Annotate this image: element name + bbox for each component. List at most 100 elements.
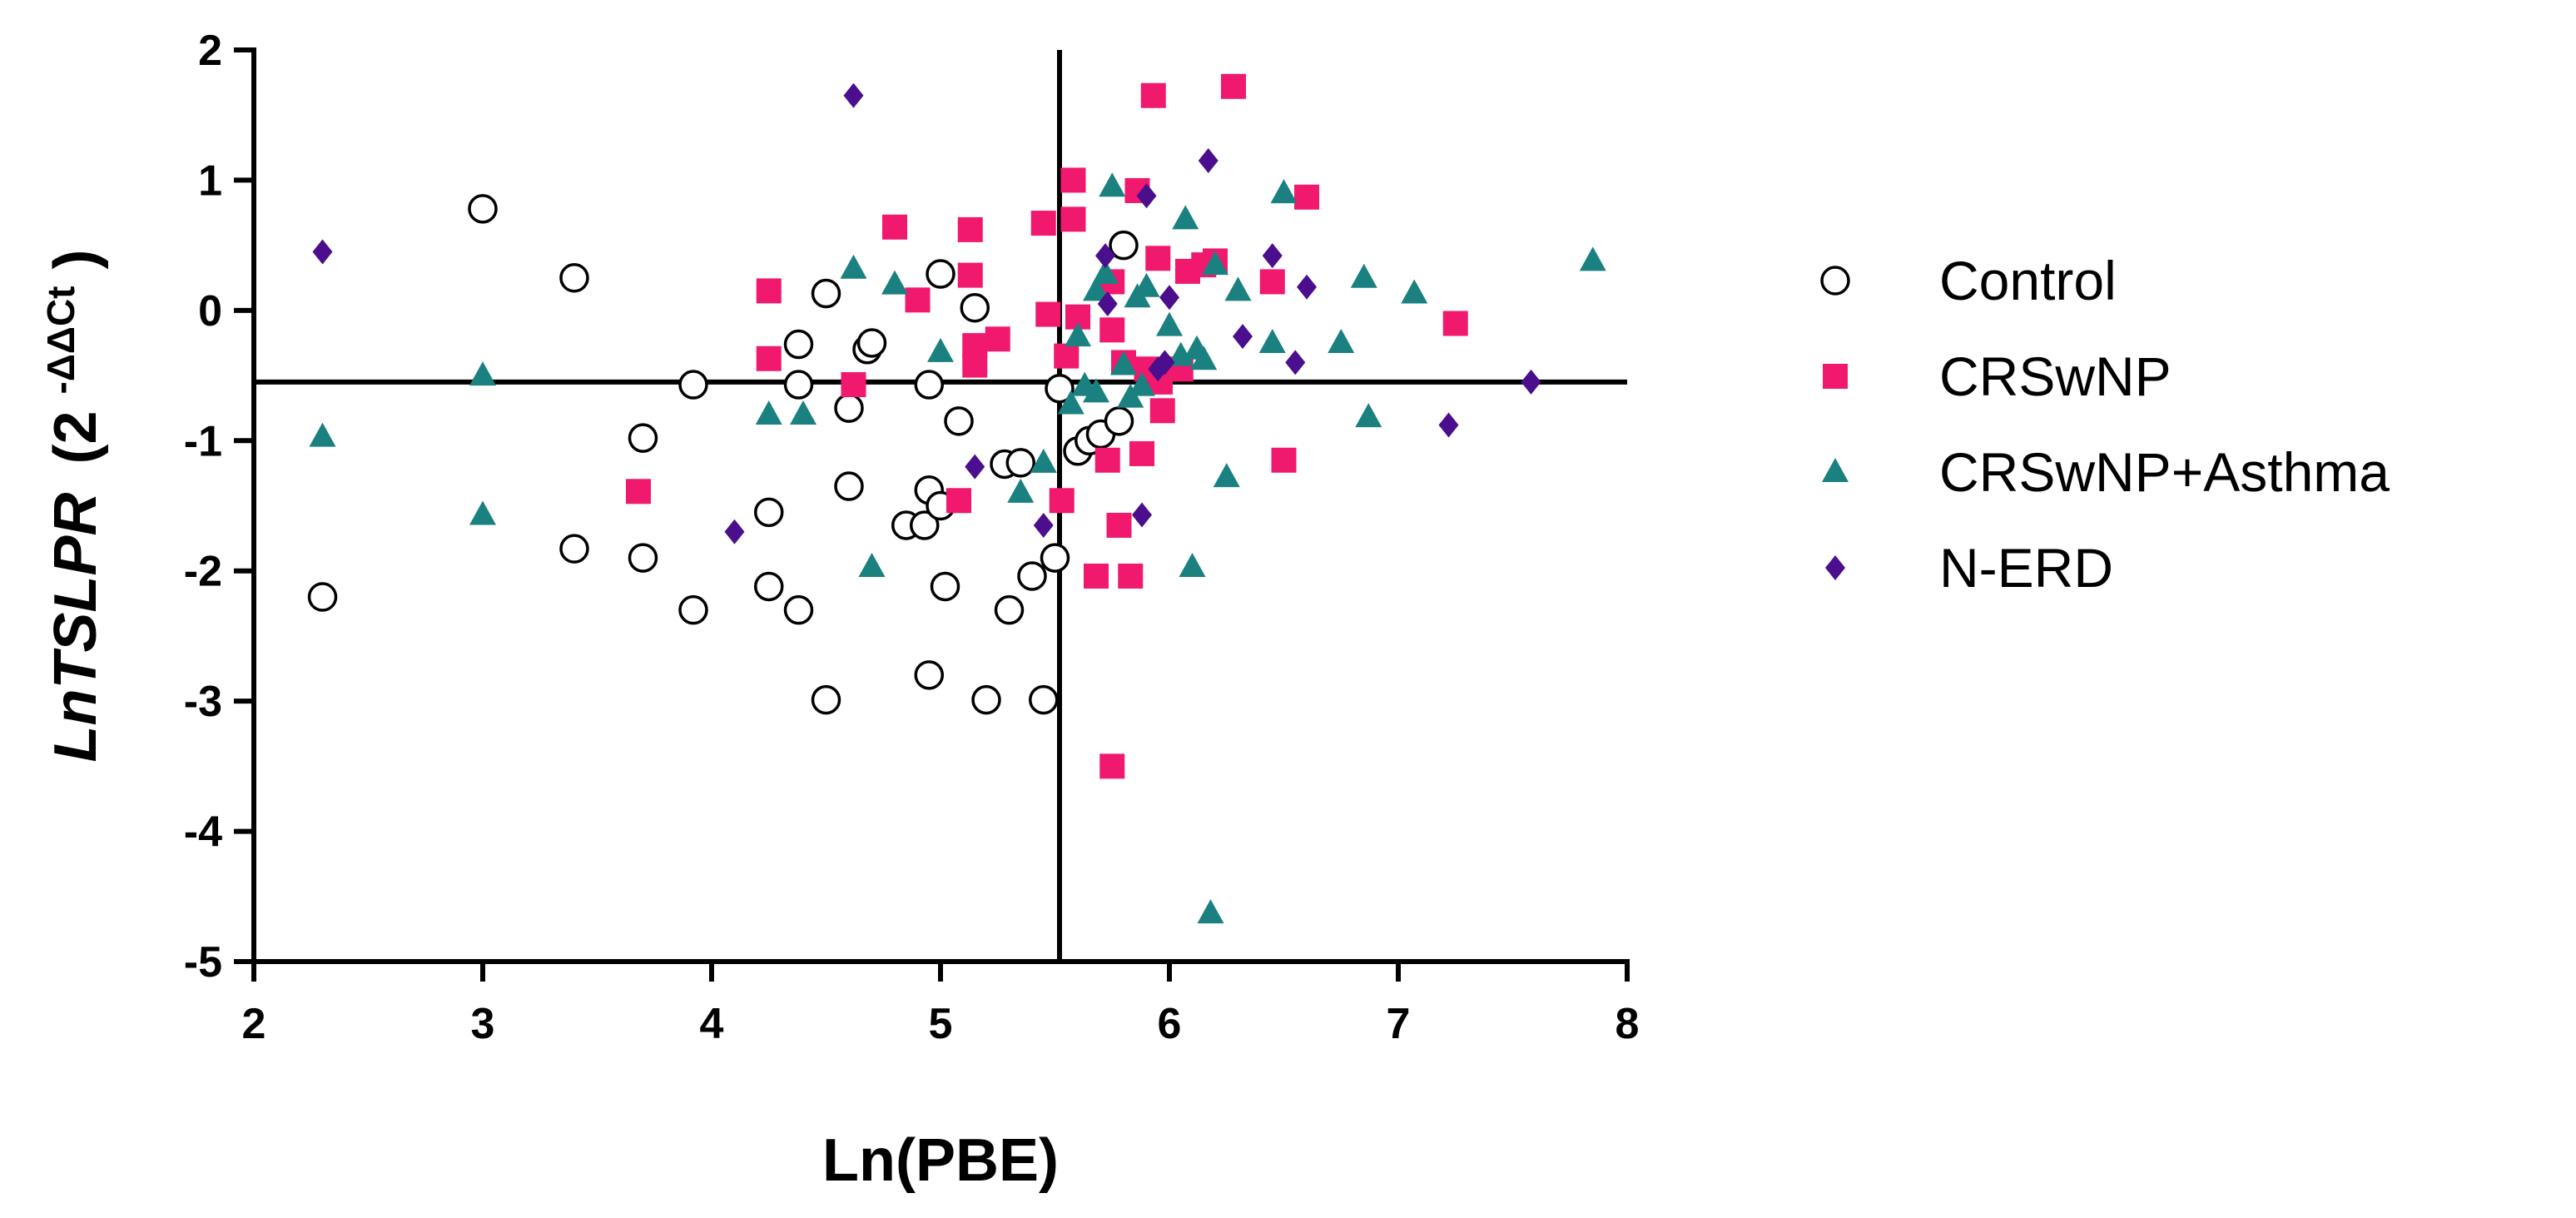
point-crswnp [1106, 512, 1132, 538]
legend-label-crswnp-asthma: CRSwNP+Asthma [1939, 441, 2390, 503]
point-n-erd [1095, 243, 1115, 269]
legend-label-control: Control [1939, 250, 2117, 311]
point-crswnp [1060, 206, 1086, 232]
point-crswnp-asthma [1129, 371, 1155, 396]
point-control [834, 471, 864, 501]
point-crswnp-asthma [1172, 205, 1199, 230]
point-crswnp [1221, 73, 1246, 99]
point-crswnp [626, 479, 651, 505]
legend: Control CRSwNP CRSwNP+Asthma N-ERD [1820, 250, 2390, 599]
point-n-erd [1233, 324, 1253, 350]
series-crswnp [626, 73, 1468, 779]
point-control [1017, 561, 1047, 591]
point-crswnp-asthma [1065, 322, 1091, 347]
point-crswnp-asthma [469, 361, 496, 386]
point-crswnp-asthma [1270, 179, 1298, 204]
series-n-erd [312, 82, 1541, 544]
point-crswnp-asthma [1190, 346, 1218, 370]
x-tick-label: 6 [1158, 1000, 1182, 1048]
y-tick-label: 2 [198, 27, 222, 75]
point-crswnp-asthma [1156, 311, 1183, 336]
point-control [783, 329, 814, 360]
point-crswnp-asthma [1099, 172, 1126, 197]
point-crswnp [882, 214, 907, 240]
point-n-erd [1262, 243, 1283, 269]
point-n-erd [843, 82, 864, 108]
point-control [678, 370, 708, 400]
point-crswnp [985, 326, 1010, 352]
point-control [783, 594, 814, 625]
point-n-erd [312, 239, 333, 265]
point-crswnp-asthma [1202, 251, 1228, 276]
y-axis-title-open: (2 [42, 410, 109, 464]
point-n-erd [724, 519, 745, 544]
point-crswnp-asthma [1197, 899, 1224, 924]
legend-item-crswnp-asthma: CRSwNP+Asthma [1822, 441, 2390, 503]
point-crswnp [1049, 488, 1075, 514]
point-control [307, 582, 338, 612]
point-control [1040, 543, 1070, 573]
point-control [914, 660, 944, 690]
point-crswnp-asthma [309, 422, 336, 447]
point-crswnp [1099, 317, 1125, 343]
point-crswnp [1145, 246, 1171, 271]
y-axis-title-close: ) [42, 249, 109, 269]
x-tick-label: 7 [1387, 1000, 1411, 1048]
point-n-erd [1438, 412, 1459, 438]
point-n-erd [1159, 285, 1179, 311]
x-tick-label: 8 [1616, 1000, 1640, 1048]
point-control [754, 497, 784, 528]
point-crswnp [1118, 563, 1144, 589]
point-crswnp [1442, 311, 1468, 336]
legend-marker-crswnp [1823, 364, 1848, 389]
y-tick-label: 0 [198, 287, 222, 336]
point-n-erd [1154, 350, 1175, 375]
point-crswnp [1149, 398, 1175, 424]
point-control [783, 370, 814, 400]
ticks: 2 3 4 5 6 7 8 2 1 0 -1 -2 -3 -4 -5 [184, 27, 1640, 1048]
y-tick-label: -4 [184, 808, 222, 857]
point-crswnp [756, 346, 782, 371]
point-crswnp-asthma [1224, 276, 1252, 301]
point-crswnp-asthma [840, 254, 867, 279]
point-control [926, 259, 955, 289]
y-axis-title-main: LnTSLPR [42, 493, 109, 763]
point-crswnp-asthma [881, 270, 908, 295]
point-crswnp-asthma [1579, 246, 1606, 271]
point-crswnp [946, 488, 971, 514]
point-crswnp [756, 278, 782, 304]
point-control [1005, 448, 1035, 478]
point-crswnp [905, 287, 931, 313]
point-crswnp-asthma [1092, 260, 1119, 285]
x-tick-label: 5 [929, 1000, 953, 1048]
point-crswnp-asthma [1057, 390, 1085, 415]
point-crswnp-asthma [1350, 263, 1377, 288]
y-tick-label: -3 [184, 678, 222, 726]
point-control [944, 406, 974, 436]
point-n-erd [1521, 369, 1541, 395]
point-control [754, 571, 784, 602]
point-crswnp-asthma [1213, 463, 1240, 488]
series-crswnp-asthma [309, 172, 1606, 924]
legend-label-n-erd: N-ERD [1939, 537, 2113, 599]
point-crswnp-asthma [469, 500, 496, 525]
point-control [994, 594, 1025, 625]
point-crswnp-asthma [1258, 328, 1286, 353]
point-crswnp-asthma [1401, 279, 1428, 304]
point-crswnp-asthma [1083, 378, 1109, 403]
point-control [930, 571, 960, 602]
point-crswnp [1054, 343, 1080, 369]
point-crswnp-asthma [858, 553, 886, 578]
y-tick-label: -2 [184, 548, 222, 596]
point-n-erd [1297, 274, 1317, 300]
point-control [834, 393, 864, 423]
point-crswnp-asthma [1355, 403, 1382, 428]
point-control [559, 534, 589, 564]
point-control [1045, 373, 1075, 404]
y-axis-title-superscript: -ΔΔCt [39, 286, 82, 394]
point-crswnp [1140, 82, 1166, 108]
point-n-erd [1132, 502, 1152, 528]
legend-marker-n-erd [1825, 555, 1845, 580]
point-crswnp [957, 216, 983, 242]
